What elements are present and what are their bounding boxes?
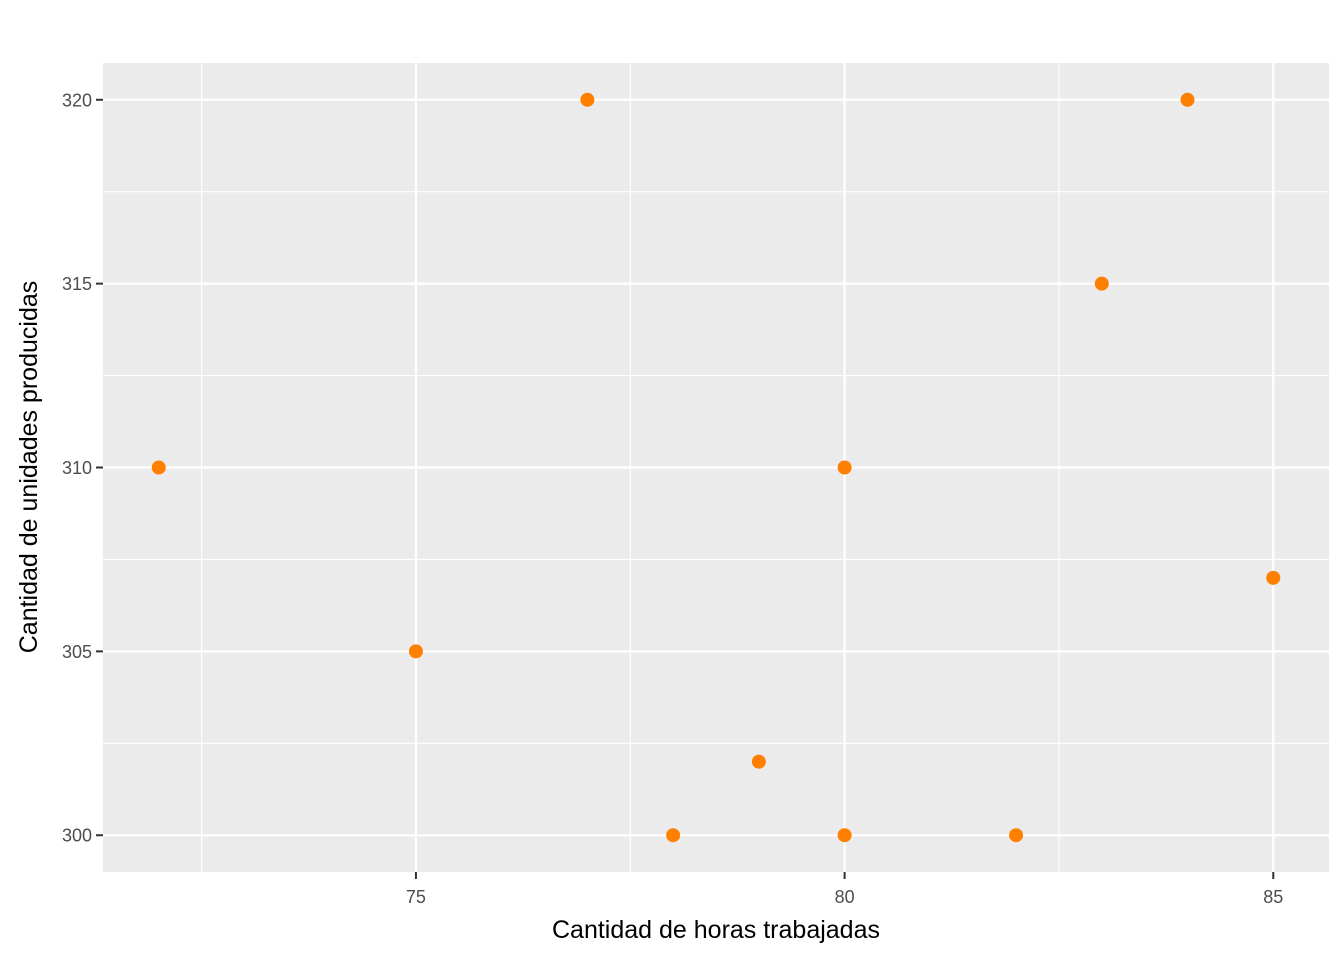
data-point: [837, 460, 852, 475]
x-tick-label: 80: [835, 887, 855, 907]
axis-ticks: [96, 98, 1275, 879]
data-point: [408, 644, 423, 659]
x-tick-label: 75: [406, 887, 426, 907]
x-tick-label: 85: [1263, 887, 1283, 907]
data-point: [837, 828, 852, 843]
data-point: [151, 460, 166, 475]
data-point: [580, 92, 595, 107]
y-tick-label: 300: [62, 826, 92, 846]
data-point: [751, 754, 766, 769]
y-tick-label: 310: [62, 458, 92, 478]
data-point: [1180, 92, 1195, 107]
y-axis-title: Cantidad de unidades producidas: [15, 281, 43, 654]
data-point: [666, 828, 681, 843]
data-point: [1094, 276, 1109, 291]
x-tick-labels: 75 80 85: [406, 887, 1283, 907]
x-axis-title: Cantidad de horas trabajadas: [552, 916, 880, 944]
y-tick-labels: 300 305 310 315 320: [62, 90, 92, 845]
data-points: [151, 92, 1281, 843]
data-point: [1009, 828, 1024, 843]
data-point: [1266, 570, 1281, 585]
y-tick-label: 320: [62, 90, 92, 110]
grid-major: [103, 63, 1329, 872]
y-tick-label: 315: [62, 274, 92, 294]
y-tick-label: 305: [62, 642, 92, 662]
